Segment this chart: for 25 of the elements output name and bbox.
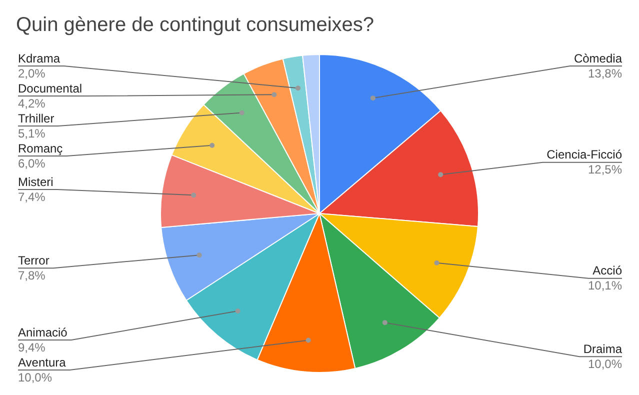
data-label: 10,1% xyxy=(588,278,622,293)
slice-label: Draima xyxy=(583,342,622,356)
data-label: 6,0% xyxy=(18,156,46,170)
data-label: 10,0% xyxy=(18,370,52,384)
data-label: 4,2% xyxy=(18,96,46,110)
slice-label: Acció xyxy=(592,264,622,278)
slice-label: Documental xyxy=(18,81,82,96)
data-label: 5,1% xyxy=(18,126,46,140)
data-label: 7,8% xyxy=(18,268,46,282)
slice-label: Animació xyxy=(18,325,68,340)
data-label: 13,8% xyxy=(588,66,622,80)
data-label: 9,4% xyxy=(18,340,46,354)
slice-label: Kdrama xyxy=(18,51,60,66)
slice-label: Trhiller xyxy=(18,111,54,126)
slice-label: Ciencia-Ficció xyxy=(546,148,622,162)
slice-label: Aventura xyxy=(18,355,66,370)
slice-label: Misteri xyxy=(18,174,54,189)
data-label: 7,4% xyxy=(18,190,46,204)
slice-label: Còmedia xyxy=(574,51,622,66)
data-label: 2,0% xyxy=(18,66,46,80)
chart-title: Quin gènere de contingut consumeixes? xyxy=(16,14,374,37)
data-label: 12,5% xyxy=(588,162,622,177)
slice-label: Terror xyxy=(18,253,50,268)
data-label: 10,0% xyxy=(588,356,622,371)
slice-label: Romanç xyxy=(18,141,63,156)
